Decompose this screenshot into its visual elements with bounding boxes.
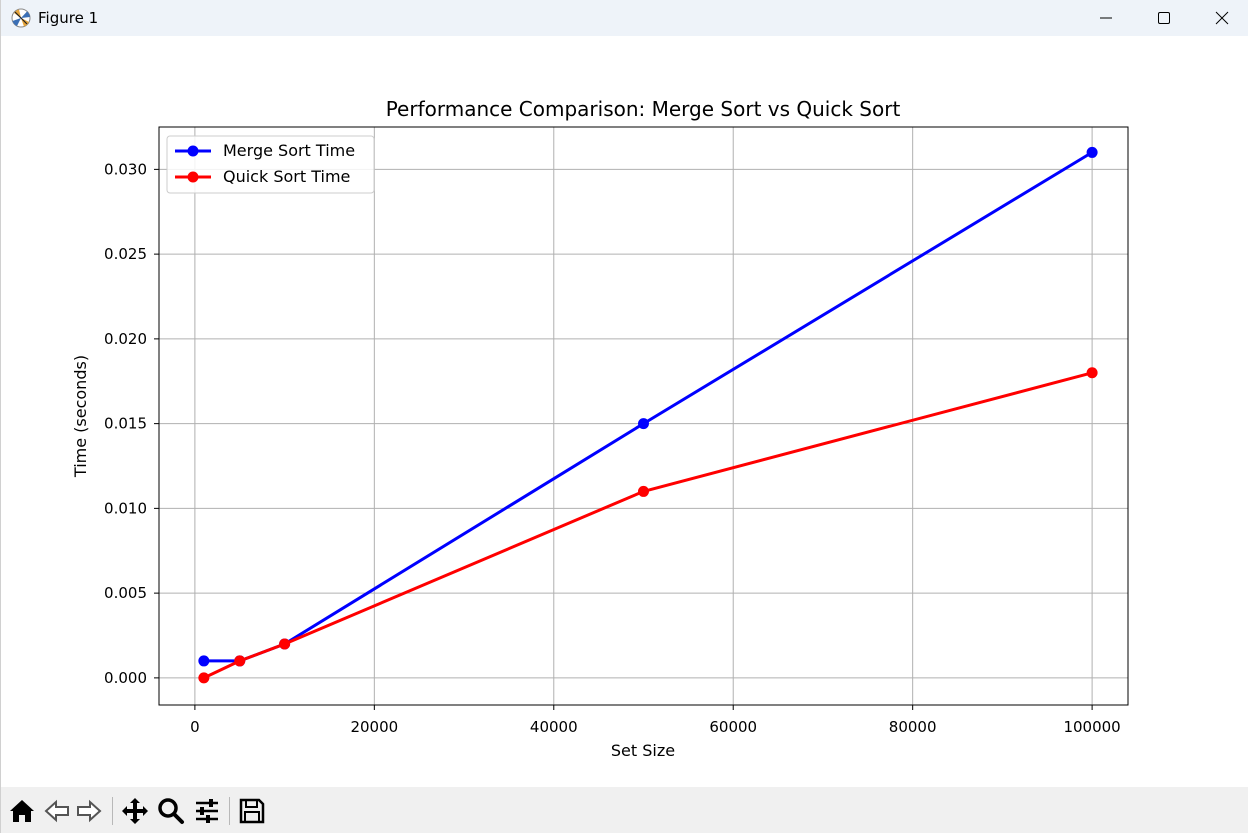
grid-lines bbox=[159, 127, 1128, 705]
save-button[interactable] bbox=[236, 795, 268, 827]
x-tick-label: 80000 bbox=[889, 718, 937, 736]
window-title: Figure 1 bbox=[38, 9, 99, 27]
legend-label-0: Merge Sort Time bbox=[223, 141, 355, 160]
x-tick-label: 40000 bbox=[530, 718, 578, 736]
y-axis-label: Time (seconds) bbox=[71, 355, 90, 478]
legend-box bbox=[166, 135, 375, 194]
x-axis-label: Set Size bbox=[611, 741, 675, 760]
series-line-1 bbox=[203, 371, 1093, 680]
data-point bbox=[638, 418, 649, 430]
pan-icon bbox=[122, 798, 148, 824]
save-icon bbox=[239, 798, 265, 824]
back-arrow-icon bbox=[44, 799, 69, 823]
legend-marker-0 bbox=[187, 145, 199, 157]
navigation-toolbar bbox=[1, 787, 1248, 833]
forward-arrow-icon bbox=[77, 799, 102, 823]
close-icon bbox=[1215, 11, 1229, 25]
back-button[interactable] bbox=[41, 795, 73, 827]
minimize-button[interactable] bbox=[1077, 0, 1135, 36]
configure-subplots-button[interactable] bbox=[191, 795, 223, 827]
x-tick-label: 100000 bbox=[1063, 718, 1120, 736]
data-point bbox=[198, 672, 210, 684]
y-tick-label: 0.000 bbox=[104, 669, 147, 687]
legend-label-1: Quick Sort Time bbox=[223, 167, 350, 186]
series-layer bbox=[198, 146, 1098, 684]
matplotlib-logo-icon bbox=[11, 8, 31, 28]
figure-canvas[interactable]: 0 20000 40000 60000 80000 100000 0.000 0.005 0.0… bbox=[1, 36, 1248, 787]
legend-marker-1 bbox=[187, 171, 199, 183]
y-tick-label: 0.020 bbox=[104, 330, 147, 348]
axes-frame bbox=[158, 126, 1129, 706]
data-point bbox=[198, 655, 210, 667]
data-point bbox=[638, 485, 649, 497]
y-tick-label: 0.030 bbox=[104, 160, 147, 178]
maximize-button[interactable] bbox=[1135, 0, 1193, 36]
chart-title: Performance Comparison: Merge Sort vs Qu… bbox=[386, 97, 901, 121]
x-tick-label: 0 bbox=[190, 718, 200, 736]
home-button[interactable] bbox=[6, 795, 38, 827]
configure-subplots-icon bbox=[196, 799, 218, 823]
y-tick-label: 0.025 bbox=[104, 245, 147, 263]
y-tick-label: 0.005 bbox=[104, 584, 147, 602]
axis-ticks: 0 20000 40000 60000 80000 100000 0.000 0.005 0.0… bbox=[104, 160, 1121, 736]
home-icon bbox=[10, 800, 34, 822]
toolbar-separator bbox=[112, 797, 113, 825]
zoom-button[interactable] bbox=[155, 795, 187, 827]
data-point bbox=[279, 638, 291, 650]
maximize-icon bbox=[1158, 12, 1170, 24]
data-point bbox=[234, 655, 246, 667]
y-tick-label: 0.010 bbox=[104, 499, 147, 517]
legend: Merge Sort Time Quick Sort Time bbox=[166, 135, 375, 194]
toolbar-separator bbox=[229, 797, 230, 825]
close-button[interactable] bbox=[1193, 0, 1248, 36]
forward-button[interactable] bbox=[73, 795, 105, 827]
pan-button[interactable] bbox=[119, 795, 151, 827]
zoom-icon bbox=[158, 798, 184, 824]
data-point bbox=[1086, 367, 1098, 379]
x-tick-label: 60000 bbox=[709, 718, 757, 736]
data-point bbox=[1086, 146, 1098, 158]
title-bar[interactable]: Figure 1 bbox=[1, 0, 1248, 36]
minimize-icon bbox=[1100, 17, 1112, 19]
line-chart: 0 20000 40000 60000 80000 100000 0.000 0.005 0.0… bbox=[71, 97, 1129, 760]
y-tick-label: 0.015 bbox=[104, 415, 147, 433]
x-tick-label: 20000 bbox=[350, 718, 398, 736]
